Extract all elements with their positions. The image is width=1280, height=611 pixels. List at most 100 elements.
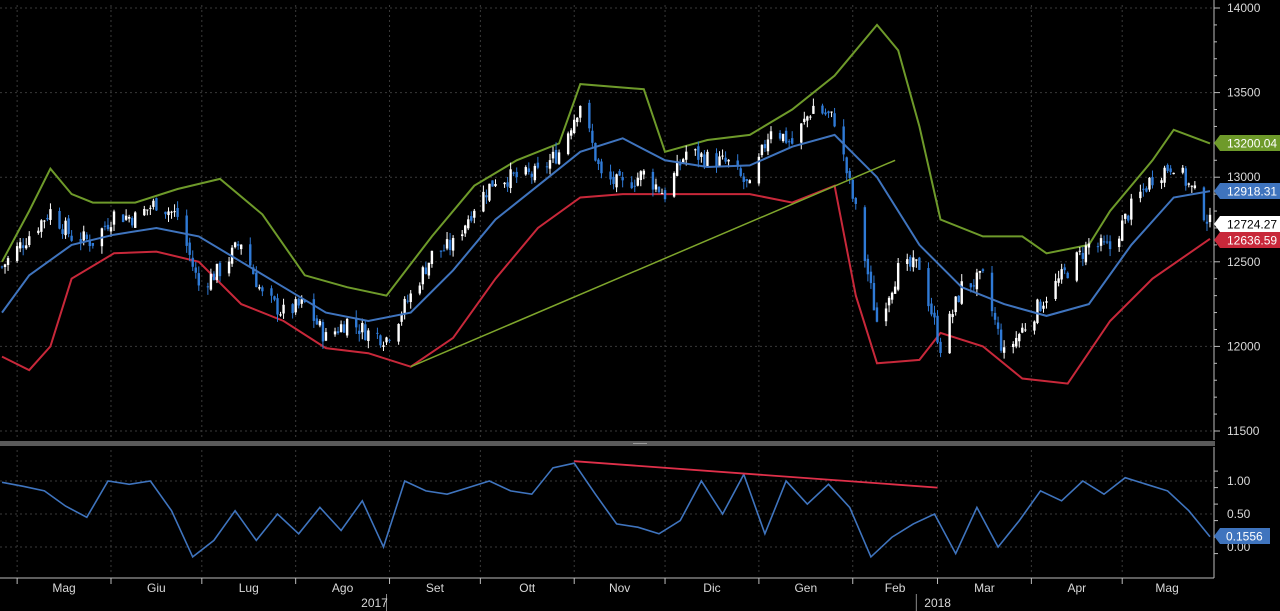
candle-body [58,210,61,229]
price-tag-shape [1214,135,1280,151]
candle-body [757,156,761,184]
candle-body [727,159,730,162]
bollinger-upper-band [1,23,1211,297]
candle-body [972,285,976,287]
candle [1166,163,1169,174]
candle-body [1057,278,1060,283]
price-tag-upper-band: 13200.04 [1214,135,1280,151]
candle [848,168,851,184]
candle-body [355,317,358,328]
candle-body [915,259,918,261]
candle-body [321,322,325,342]
candle-body [191,257,194,267]
candle [573,114,576,135]
candle [88,234,91,252]
candle-body [445,239,449,249]
candle-body [778,132,782,139]
candle-body [654,184,658,190]
candle [1012,341,1015,354]
candle [176,201,179,221]
candle-body [315,318,319,325]
candle-body [1102,241,1106,243]
candle [130,216,134,228]
candle-body [557,152,561,164]
month-label: Giu [147,581,166,595]
price-tag-shape [1214,216,1280,232]
candle-body [787,141,791,143]
year-label: 2018 [924,596,951,610]
candle-body [990,272,994,312]
candle-body [724,157,727,162]
candle [1169,165,1172,176]
candle-body [509,169,512,189]
oscillator-tick-label: 1.00 [1227,474,1251,488]
candle-body [212,273,216,281]
candle-body [79,239,82,243]
candle-body [672,173,676,197]
candle-body [887,297,891,306]
candle [291,303,294,319]
candle [960,274,963,305]
candle-body [1099,238,1103,246]
candle-body [43,220,46,222]
candle [912,250,915,272]
candle-body [67,218,70,234]
candle-body [291,304,294,314]
candle-body [573,119,576,133]
candle-body [600,161,603,174]
candle-body [397,323,400,342]
candle-body [406,300,409,302]
candle [239,244,243,255]
candle-body [1139,191,1142,199]
candle [1208,207,1212,228]
candle-body [869,271,873,284]
candle-body [164,211,167,215]
candle [1084,241,1088,266]
candle-body [233,242,237,248]
candle-body [1024,329,1027,331]
oscillator-tag-text: 0.1556 [1226,530,1263,544]
candle [1021,323,1024,334]
candle-body [718,156,721,166]
candle [424,261,428,275]
pane-separator[interactable] [0,441,1215,446]
candle-body [591,130,594,143]
candle [467,215,470,231]
candle-body [927,268,930,307]
candle-body [1190,185,1194,187]
candle-body [1172,172,1175,175]
candle-body [824,112,827,115]
candle [1096,242,1100,253]
candle-body [639,171,643,181]
candle-body [276,298,279,315]
candle [167,207,170,222]
candle [651,168,655,197]
candle-body [618,171,621,176]
price-tick-label: 11500 [1227,424,1260,438]
candle [533,163,537,183]
candle-body [812,105,815,114]
candle [355,310,358,335]
candle-body [1151,177,1154,186]
candle-body [1081,252,1085,259]
candle-body [88,239,91,247]
candle-body [739,168,742,176]
candle [385,336,388,346]
candle [1024,323,1027,332]
candle-body [854,198,857,204]
candle-body [1108,241,1112,250]
price-tag-shape [1214,183,1280,199]
candle [939,337,942,358]
candle-body [766,139,770,152]
upper-band-line [1,23,1211,297]
candle [127,214,131,223]
candle-body [1208,214,1212,223]
candle [554,142,558,165]
candle [1121,215,1124,241]
candle-body [467,219,470,229]
candle-body [218,262,222,277]
candle [464,224,467,237]
candle-body [194,267,197,273]
candle [1181,164,1184,175]
candle-body [790,138,794,144]
